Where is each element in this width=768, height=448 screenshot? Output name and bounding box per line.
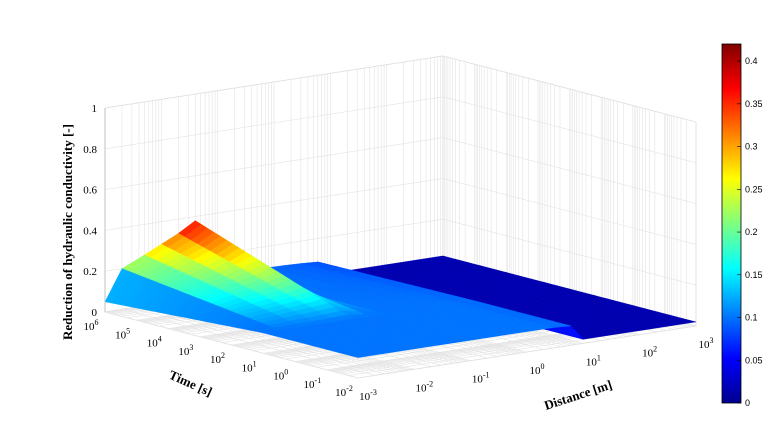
z-tick-label: 0 xyxy=(92,307,98,319)
distance-axis-label: Distance [m] xyxy=(542,377,614,413)
colorbar-tick-label: 0.2 xyxy=(745,227,758,237)
grid-line xyxy=(442,55,697,123)
grid-line xyxy=(104,55,444,109)
distance-tick-label: 101 xyxy=(586,353,601,368)
z-axis-ticks: 0 0.2 0.4 0.6 0.8 1 xyxy=(83,103,106,319)
colorbar-tick-label: 0.35 xyxy=(745,99,763,109)
grid-line xyxy=(442,137,697,204)
colorbar-ticks: 0 0.05 0.1 0.15 0.2 0.25 0.3 0.35 0.4 xyxy=(737,56,763,408)
colorbar-tick-label: 0.05 xyxy=(745,355,763,365)
time-tick-label: 106 xyxy=(84,318,99,333)
distance-tick-label: 10-2 xyxy=(415,379,433,394)
time-tick-label: 100 xyxy=(273,368,288,383)
time-tick-label: 104 xyxy=(147,335,162,350)
time-tick-label: 10-1 xyxy=(304,376,322,391)
time-tick-label: 102 xyxy=(210,351,225,366)
time-tick-label: 10-2 xyxy=(335,384,353,399)
distance-tick-label: 100 xyxy=(530,362,545,377)
surface-facet xyxy=(351,353,376,358)
colorbar-tick-label: 0.1 xyxy=(745,313,758,323)
colorbar-tick-label: 0.4 xyxy=(745,56,758,66)
distance-tick-label: 102 xyxy=(642,345,657,360)
grid-line xyxy=(357,325,697,379)
colorbar xyxy=(721,43,742,404)
z-tick-label: 0.8 xyxy=(83,144,97,156)
time-tick-label: 105 xyxy=(115,326,130,341)
time-axis-ticks: 10-2 10-1 100 101 102 103 104 105 106 xyxy=(84,318,353,399)
grid-line xyxy=(442,96,697,164)
distance-tick-label: 10-3 xyxy=(359,388,377,403)
distance-tick-label: 103 xyxy=(699,336,714,351)
z-tick-label: 1 xyxy=(92,103,98,115)
colorbar-tick-label: 0.25 xyxy=(745,184,763,194)
grid-line xyxy=(104,178,444,231)
z-tick-label: 0.4 xyxy=(83,225,97,237)
distance-axis-ticks: 10-3 10-2 10-1 100 101 102 103 xyxy=(359,336,713,403)
surface-plot xyxy=(104,220,697,358)
grid-line xyxy=(442,218,697,286)
time-tick-label: 103 xyxy=(178,343,193,358)
colorbar-tick-label: 0.15 xyxy=(745,270,763,280)
time-axis-label: Time [s] xyxy=(167,367,215,399)
grid-line xyxy=(104,137,444,190)
grid-line xyxy=(104,96,444,150)
grid-line xyxy=(442,178,697,245)
distance-tick-label: 10-1 xyxy=(472,371,490,386)
z-tick-label: 0.6 xyxy=(83,185,97,197)
z-axis-label: Reduction of hydraulic conductivity [-] xyxy=(60,124,75,340)
colorbar-tick-label: 0.3 xyxy=(745,142,758,152)
time-tick-label: 101 xyxy=(242,359,257,374)
z-tick-label: 0.2 xyxy=(83,266,97,278)
colorbar-tick-label: 0 xyxy=(745,398,750,408)
